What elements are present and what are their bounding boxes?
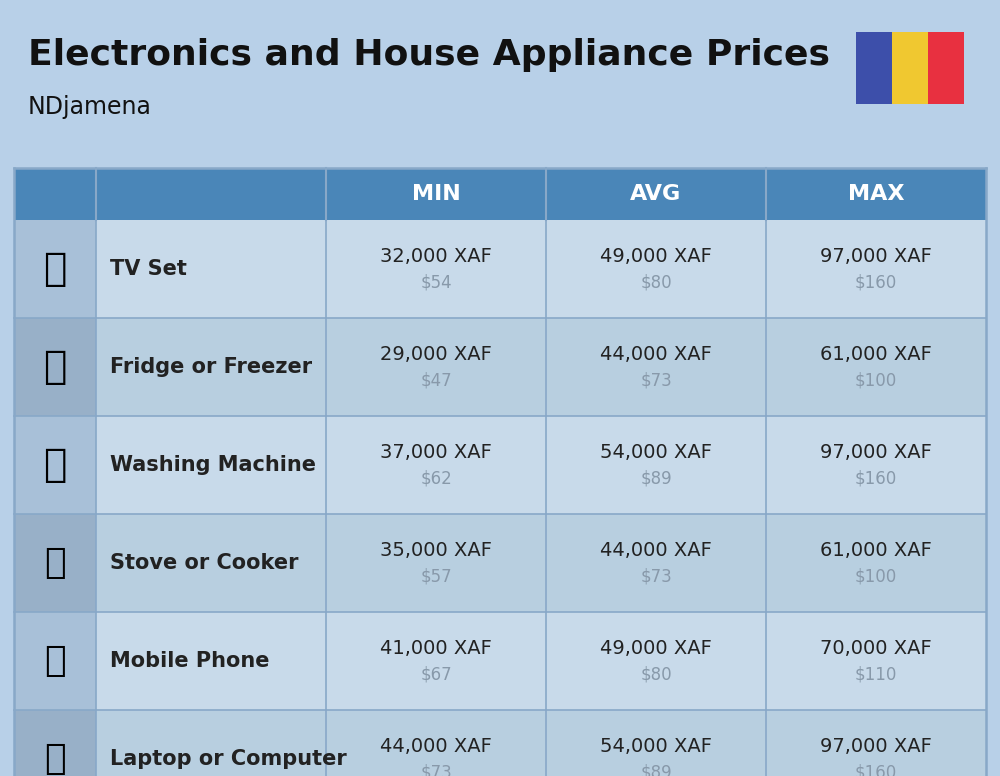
- Text: $89: $89: [640, 470, 672, 488]
- Text: $160: $160: [855, 274, 897, 292]
- Text: $54: $54: [420, 274, 452, 292]
- Text: 44,000 XAF: 44,000 XAF: [600, 345, 712, 365]
- Text: $67: $67: [420, 666, 452, 684]
- Text: $100: $100: [855, 372, 897, 390]
- Text: 97,000 XAF: 97,000 XAF: [820, 444, 932, 462]
- Text: 54,000 XAF: 54,000 XAF: [600, 444, 712, 462]
- Text: Laptop or Computer: Laptop or Computer: [110, 749, 347, 769]
- Bar: [326, 318, 546, 416]
- Bar: [546, 318, 766, 416]
- Bar: [96, 514, 326, 612]
- Text: NDjamena: NDjamena: [28, 95, 152, 119]
- Bar: [14, 514, 96, 612]
- Text: 49,000 XAF: 49,000 XAF: [600, 639, 712, 659]
- Text: TV Set: TV Set: [110, 259, 187, 279]
- Bar: [928, 32, 964, 104]
- Text: Electronics and House Appliance Prices: Electronics and House Appliance Prices: [28, 38, 830, 72]
- Text: MAX: MAX: [848, 184, 904, 204]
- Text: $73: $73: [640, 568, 672, 586]
- Bar: [766, 318, 986, 416]
- Text: $160: $160: [855, 470, 897, 488]
- Text: 37,000 XAF: 37,000 XAF: [380, 444, 492, 462]
- Text: $160: $160: [855, 764, 897, 776]
- Bar: [14, 168, 326, 220]
- Bar: [96, 710, 326, 776]
- Text: $47: $47: [420, 372, 452, 390]
- Bar: [546, 710, 766, 776]
- Text: $73: $73: [640, 372, 672, 390]
- Text: $57: $57: [420, 568, 452, 586]
- Text: $62: $62: [420, 470, 452, 488]
- Bar: [326, 168, 546, 220]
- Text: $110: $110: [855, 666, 897, 684]
- Bar: [14, 318, 96, 416]
- Text: 📱: 📱: [44, 644, 66, 678]
- Bar: [14, 416, 96, 514]
- Bar: [766, 710, 986, 776]
- Text: Washing Machine: Washing Machine: [110, 455, 316, 475]
- Text: 97,000 XAF: 97,000 XAF: [820, 737, 932, 757]
- Bar: [766, 612, 986, 710]
- Text: AVG: AVG: [630, 184, 682, 204]
- Bar: [546, 514, 766, 612]
- Bar: [856, 32, 892, 104]
- Text: 29,000 XAF: 29,000 XAF: [380, 345, 492, 365]
- Text: $89: $89: [640, 764, 672, 776]
- Bar: [326, 416, 546, 514]
- Bar: [14, 220, 96, 318]
- Bar: [96, 220, 326, 318]
- Text: $100: $100: [855, 568, 897, 586]
- Text: 61,000 XAF: 61,000 XAF: [820, 542, 932, 560]
- Bar: [326, 710, 546, 776]
- Text: $73: $73: [420, 764, 452, 776]
- Text: 44,000 XAF: 44,000 XAF: [600, 542, 712, 560]
- Text: 61,000 XAF: 61,000 XAF: [820, 345, 932, 365]
- Bar: [96, 318, 326, 416]
- Text: 🔥: 🔥: [44, 546, 66, 580]
- Bar: [546, 168, 766, 220]
- Text: 35,000 XAF: 35,000 XAF: [380, 542, 492, 560]
- Bar: [766, 514, 986, 612]
- Text: 41,000 XAF: 41,000 XAF: [380, 639, 492, 659]
- Text: $80: $80: [640, 666, 672, 684]
- Text: 44,000 XAF: 44,000 XAF: [380, 737, 492, 757]
- Text: 32,000 XAF: 32,000 XAF: [380, 248, 492, 266]
- Bar: [326, 220, 546, 318]
- Bar: [96, 416, 326, 514]
- Bar: [766, 220, 986, 318]
- Text: 70,000 XAF: 70,000 XAF: [820, 639, 932, 659]
- Bar: [766, 416, 986, 514]
- Bar: [766, 168, 986, 220]
- Bar: [326, 612, 546, 710]
- Bar: [546, 220, 766, 318]
- Bar: [96, 612, 326, 710]
- Text: Fridge or Freezer: Fridge or Freezer: [110, 357, 312, 377]
- Text: MIN: MIN: [412, 184, 460, 204]
- Text: 54,000 XAF: 54,000 XAF: [600, 737, 712, 757]
- Bar: [546, 612, 766, 710]
- Bar: [14, 710, 96, 776]
- Bar: [326, 514, 546, 612]
- Bar: [546, 416, 766, 514]
- Text: Stove or Cooker: Stove or Cooker: [110, 553, 298, 573]
- Text: 💻: 💻: [44, 742, 66, 776]
- Text: $80: $80: [640, 274, 672, 292]
- Bar: [892, 32, 928, 104]
- Text: 📺: 📺: [43, 250, 67, 288]
- Text: Mobile Phone: Mobile Phone: [110, 651, 270, 671]
- Text: 🌀: 🌀: [43, 446, 67, 484]
- Text: 🧊: 🧊: [43, 348, 67, 386]
- Text: 49,000 XAF: 49,000 XAF: [600, 248, 712, 266]
- Text: 97,000 XAF: 97,000 XAF: [820, 248, 932, 266]
- Bar: [14, 612, 96, 710]
